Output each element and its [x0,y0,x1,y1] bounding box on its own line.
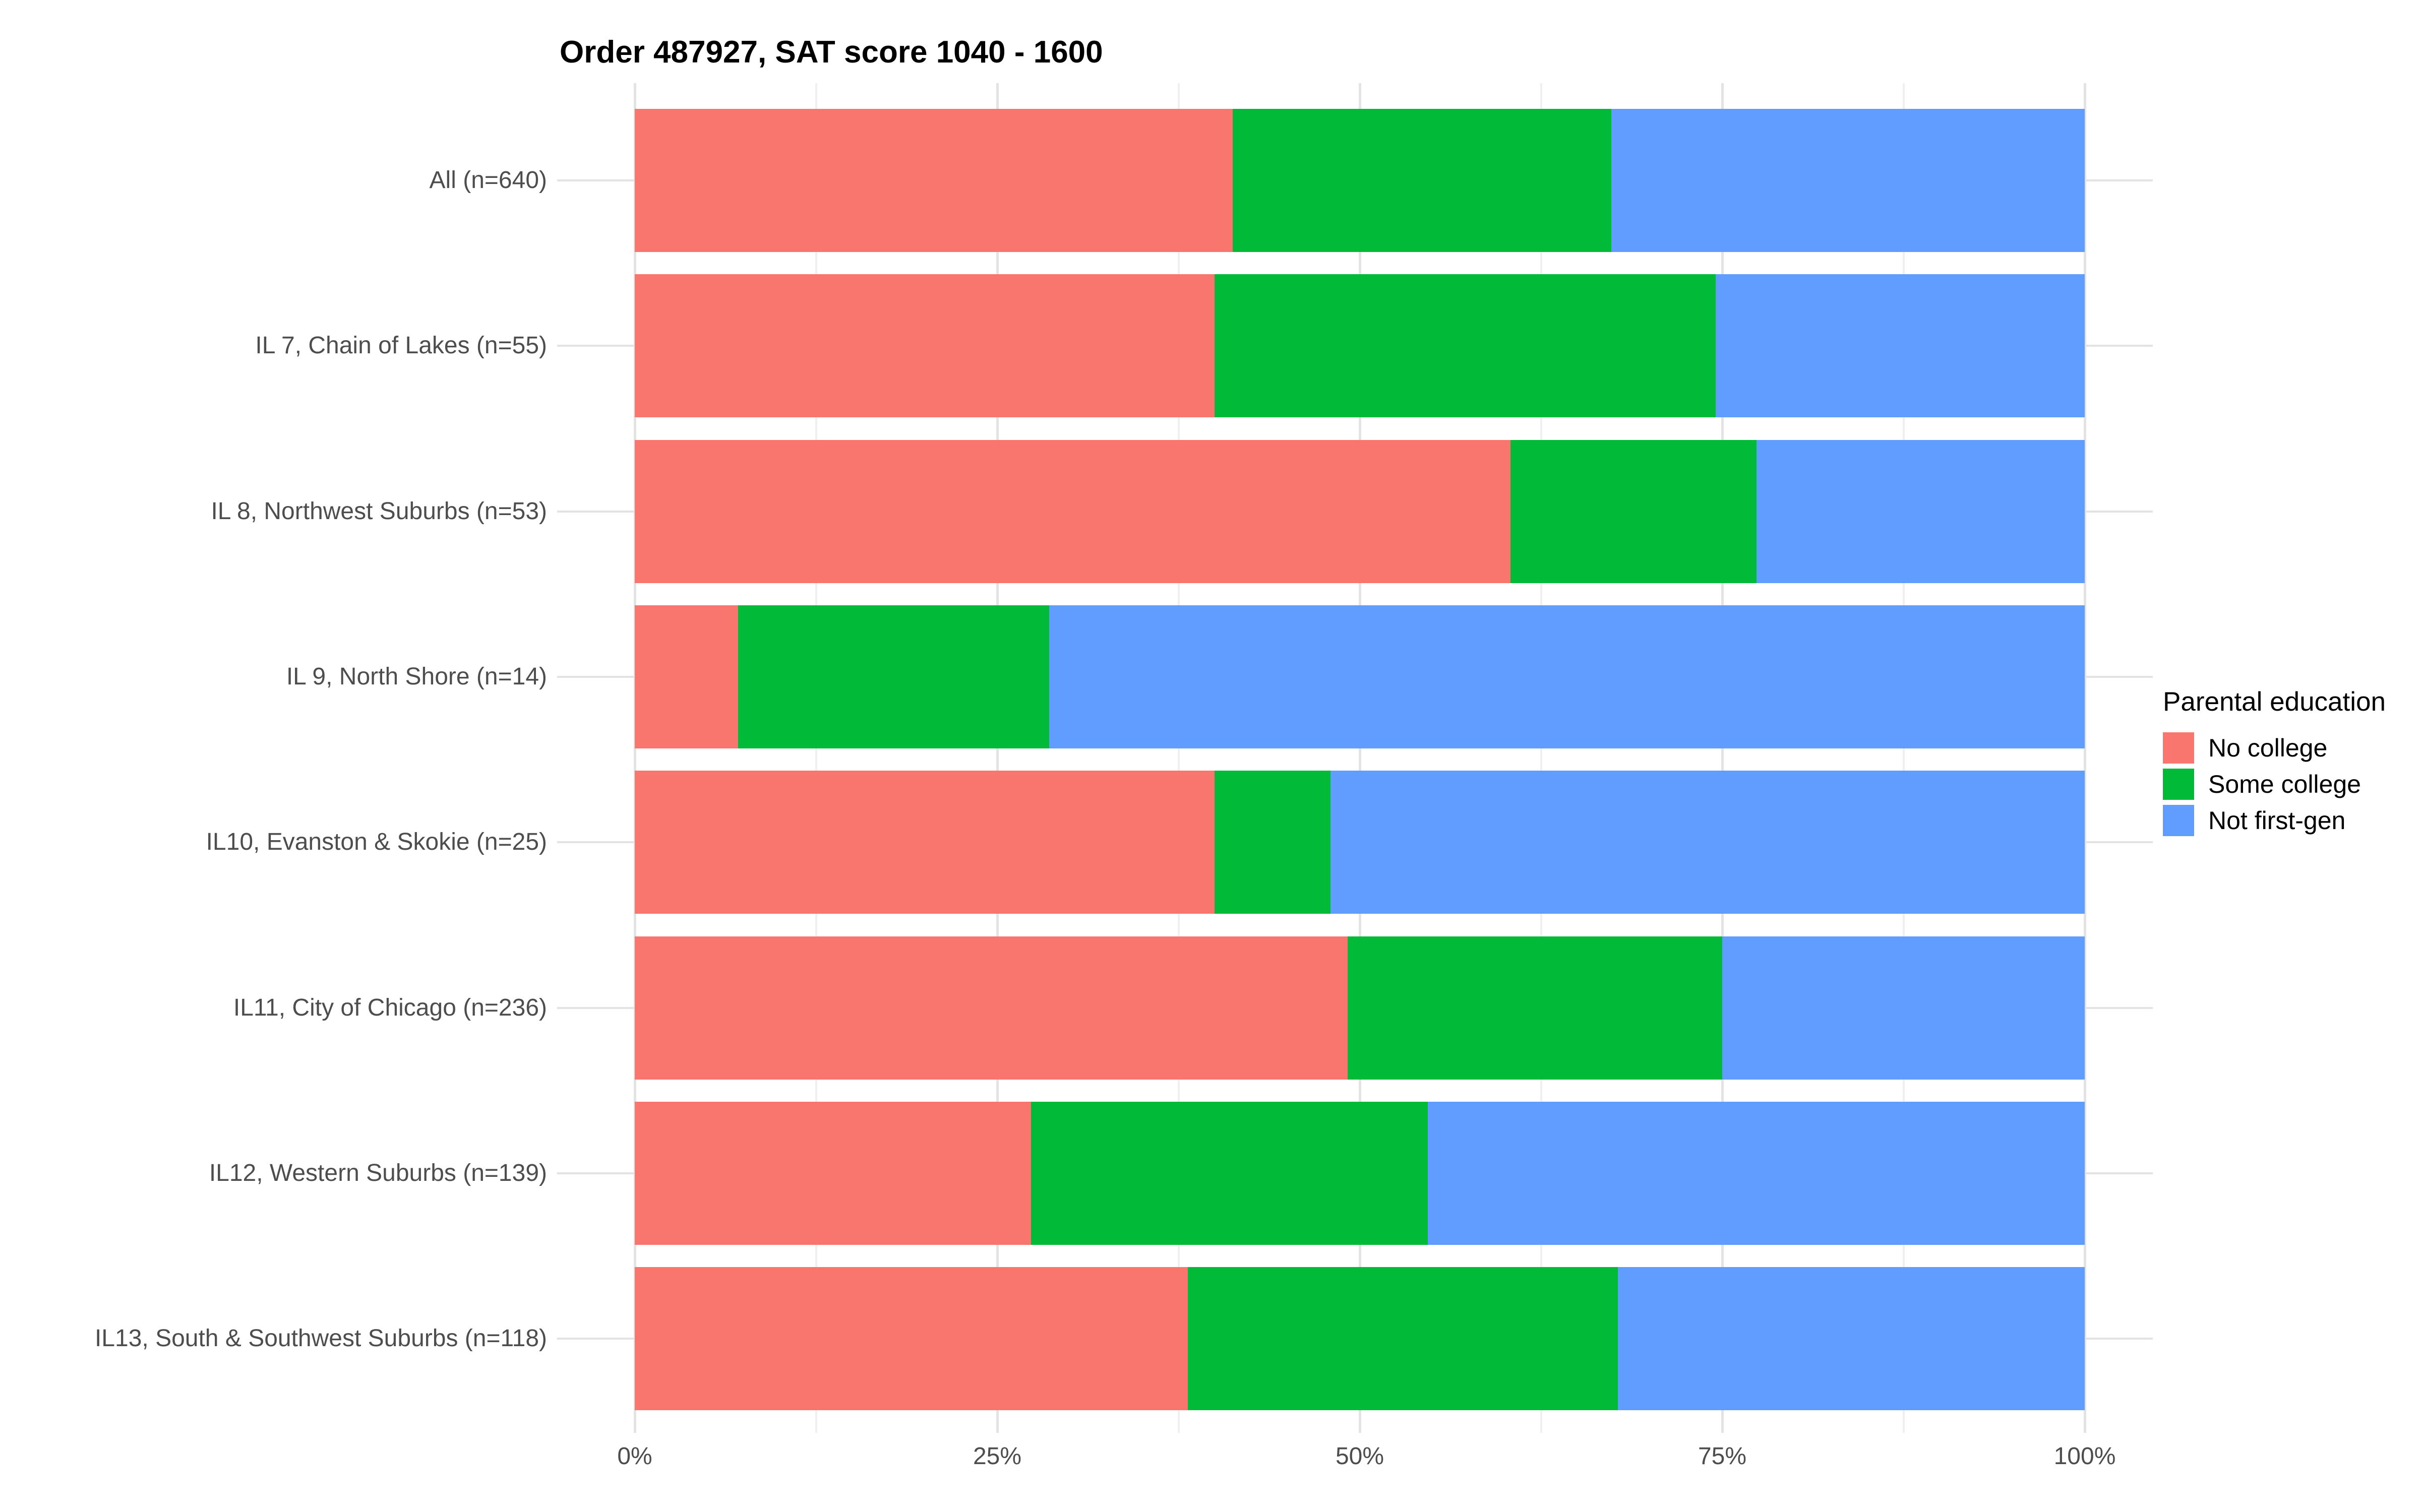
legend-item-no-college: No college [2163,732,2386,764]
bar-segment-some-college [1215,771,1331,914]
bar-segment-not-first-gen [1427,1102,2085,1245]
plot-title: Order 487927, SAT score 1040 - 1600 [560,35,1103,70]
bar-segment-not-first-gen [1611,109,2085,252]
bar-segment-not-first-gen [1716,274,2085,417]
gridline-x-major [996,83,999,1433]
y-axis-label: IL10, Evanston & Skokie (n=25) [206,829,547,855]
bar-segment-some-college [1187,1267,1618,1410]
x-axis-tick-label: 100% [2053,1443,2116,1470]
y-axis-label: IL 7, Chain of Lakes (n=55) [255,332,547,359]
y-axis-label: IL13, South & Southwest Suburbs (n=118) [94,1325,547,1352]
y-axis-label: IL 9, North Shore (n=14) [286,663,547,690]
bar-segment-no-college [635,1102,1032,1245]
y-axis-label: IL 8, Northwest Suburbs (n=53) [211,498,547,525]
bar-segment-some-college [1347,936,1722,1080]
gridline-x-minor [1902,83,1905,1433]
x-axis-tick-label: 75% [1698,1443,1747,1470]
legend-swatch-not-first-gen [2163,805,2194,836]
bar-segment-not-first-gen [1049,605,2085,748]
gridline-x-minor [1177,83,1180,1433]
legend-swatch-some-college [2163,769,2194,800]
gridline-x-major [633,83,636,1433]
bar-segment-no-college [635,440,1510,583]
legend-label-no-college: No college [2208,734,2328,762]
y-axis-label: All (n=640) [429,167,547,194]
gridline-x-major [2083,83,2086,1433]
bar-segment-some-college [1510,440,1757,583]
legend-label-not-first-gen: Not first-gen [2208,806,2346,835]
bar-segment-not-first-gen [1617,1267,2085,1410]
legend-item-some-college: Some college [2163,769,2386,800]
gridline-x-major [1358,83,1361,1433]
bar-segment-not-first-gen [1722,936,2085,1080]
legend-title: Parental education [2163,687,2386,717]
bar-segment-no-college [635,274,1215,417]
gridline-x-minor [815,83,817,1433]
x-axis-tick-label: 50% [1335,1443,1384,1470]
bar-segment-no-college [635,605,739,748]
x-axis-tick-label: 0% [617,1443,652,1470]
bar-segment-some-college [738,605,1049,748]
bar-segment-not-first-gen [1756,440,2085,583]
gridline-x-major [1721,83,1724,1433]
legend-swatch-no-college [2163,732,2194,764]
legend-label-some-college: Some college [2208,770,2361,798]
bar-segment-some-college [1215,274,1716,417]
bar-segment-some-college [1233,109,1611,252]
legend-item-not-first-gen: Not first-gen [2163,805,2386,836]
bar-segment-no-college [635,109,1233,252]
legend: Parental education No college Some colleg… [2163,686,2386,841]
legend-items: No college Some college Not first-gen [2163,732,2386,836]
bar-segment-some-college [1031,1102,1428,1245]
x-axis-tick-label: 25% [973,1443,1022,1470]
y-axis-label: IL12, Western Suburbs (n=139) [209,1160,547,1186]
y-axis-label: IL11, City of Chicago (n=236) [233,994,547,1021]
bar-segment-no-college [635,771,1215,914]
bar-segment-no-college [635,1267,1188,1410]
bar-segment-no-college [635,936,1348,1080]
gridline-x-minor [1540,83,1542,1433]
bar-segment-not-first-gen [1330,771,2085,914]
